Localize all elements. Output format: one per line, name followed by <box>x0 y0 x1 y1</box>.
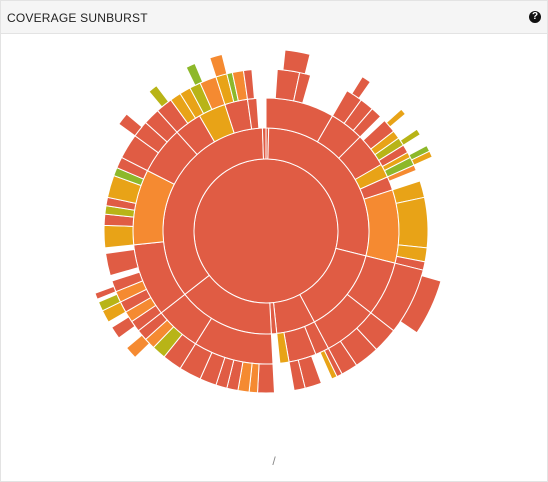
sunburst-segment-l4-12[interactable] <box>118 113 143 137</box>
sunburst-segment-l4-15[interactable] <box>209 53 228 78</box>
sunburst-segment-l4-0[interactable] <box>282 49 311 75</box>
sunburst-segment-l4-10[interactable] <box>97 293 122 312</box>
sunburst-segment-l3-11[interactable] <box>386 164 417 182</box>
sunburst-segment-l3-21[interactable] <box>319 349 338 380</box>
sunburst-segment-l4-2[interactable] <box>385 108 407 128</box>
sunburst-segment-l3-41[interactable] <box>103 224 135 249</box>
sunburst-segment-l4-11[interactable] <box>94 285 117 300</box>
sunburst-segment-l0-0[interactable] <box>193 158 339 304</box>
sunburst-segment-l3-59[interactable] <box>242 69 255 100</box>
sunburst-segment-l4-8[interactable] <box>110 316 136 339</box>
panel-header: COVERAGE SUNBURST ? <box>1 1 547 34</box>
sunburst-segment-l4-1[interactable] <box>351 75 372 99</box>
sunburst-segment-l4-13[interactable] <box>148 84 170 108</box>
sunburst-segment-l3-4[interactable] <box>352 108 382 138</box>
sunburst-segment-l4-6[interactable] <box>399 275 442 334</box>
panel-title: COVERAGE SUNBURST <box>7 11 148 25</box>
sunburst-segment-l4-5[interactable] <box>410 150 433 166</box>
sunburst-chart <box>94 49 442 394</box>
sunburst-segment-l1-7[interactable] <box>261 127 267 160</box>
sunburst-segment-l3-24[interactable] <box>256 363 276 394</box>
question-circle-icon[interactable]: ? <box>529 11 541 23</box>
sunburst-segment-l4-14[interactable] <box>185 62 204 87</box>
sunburst-segment-l3-13[interactable] <box>395 196 429 249</box>
sunburst-segment-l2-10[interactable] <box>276 331 290 364</box>
sunburst-segment-l4-7[interactable] <box>125 334 151 359</box>
breadcrumb[interactable]: / <box>272 454 276 468</box>
sunburst-chart-area: / <box>1 34 547 481</box>
sunburst-segment-l3-40[interactable] <box>105 248 139 277</box>
sunburst-segment-l2-5[interactable] <box>363 189 400 264</box>
sunburst-segment-l4-3[interactable] <box>399 128 422 146</box>
sunburst-segment-l3-23[interactable] <box>288 359 306 392</box>
